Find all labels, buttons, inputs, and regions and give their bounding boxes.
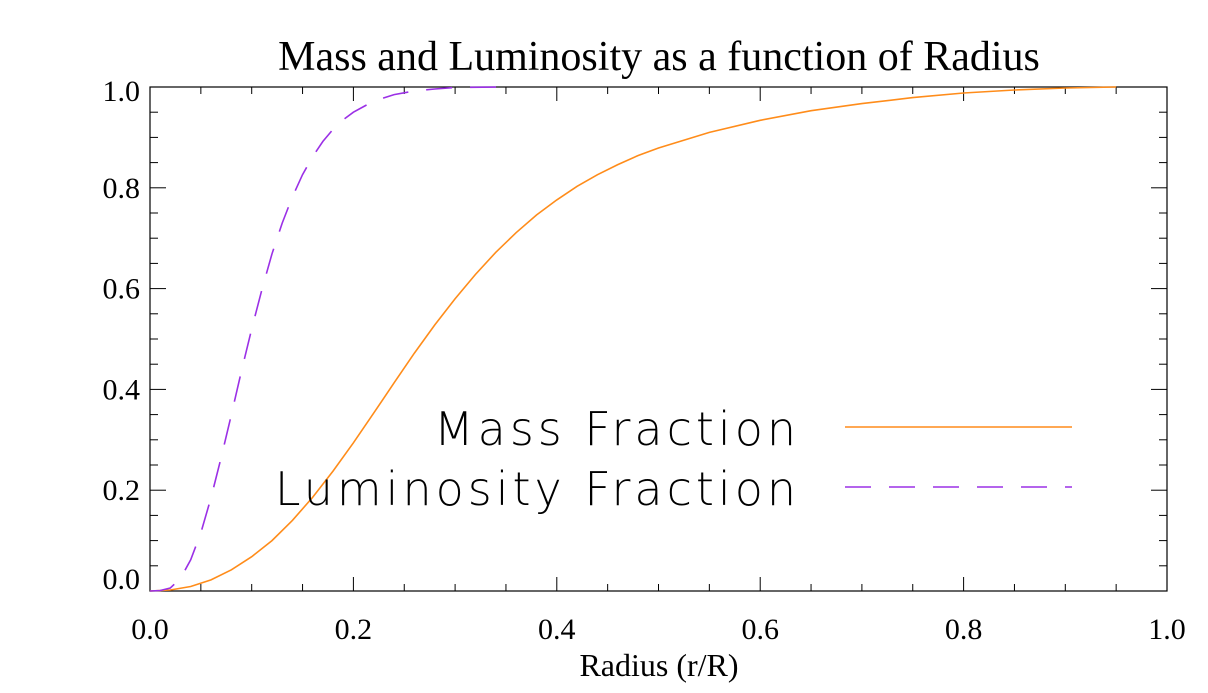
x-tick-label: 0.8 xyxy=(945,613,983,646)
x-tick-label: 0.2 xyxy=(335,613,373,646)
legend-label: Luminosity Fraction xyxy=(275,462,800,516)
y-tick-label: 0.0 xyxy=(103,563,141,596)
x-tick-labels: 0.0 0.2 0.4 0.6 0.8 1.0 xyxy=(131,613,1186,646)
y-tick-label: 0.8 xyxy=(103,172,141,205)
y-tick-labels: 0.0 0.2 0.4 0.6 0.8 1.0 xyxy=(103,75,141,596)
y-tick-label: 0.6 xyxy=(103,273,141,306)
y-tick-label: 0.2 xyxy=(103,474,141,507)
x-tick-label: 0.4 xyxy=(538,613,576,646)
x-tick-label: 0.0 xyxy=(131,613,169,646)
chart-title: Mass and Luminosity as a function of Rad… xyxy=(278,34,1040,80)
legend: Mass Fraction Luminosity Fraction xyxy=(275,402,1072,516)
x-axis-label: Radius (r/R) xyxy=(579,647,738,683)
series-layer xyxy=(149,86,1117,592)
x-tick-label: 1.0 xyxy=(1148,613,1186,646)
x-tick-label: 0.6 xyxy=(741,613,779,646)
series-line-0 xyxy=(149,86,1117,592)
y-tick-label: 1.0 xyxy=(103,75,141,108)
y-tick-label: 0.4 xyxy=(103,373,141,406)
series-line-1 xyxy=(149,86,506,592)
legend-label: Mass Fraction xyxy=(434,402,800,456)
